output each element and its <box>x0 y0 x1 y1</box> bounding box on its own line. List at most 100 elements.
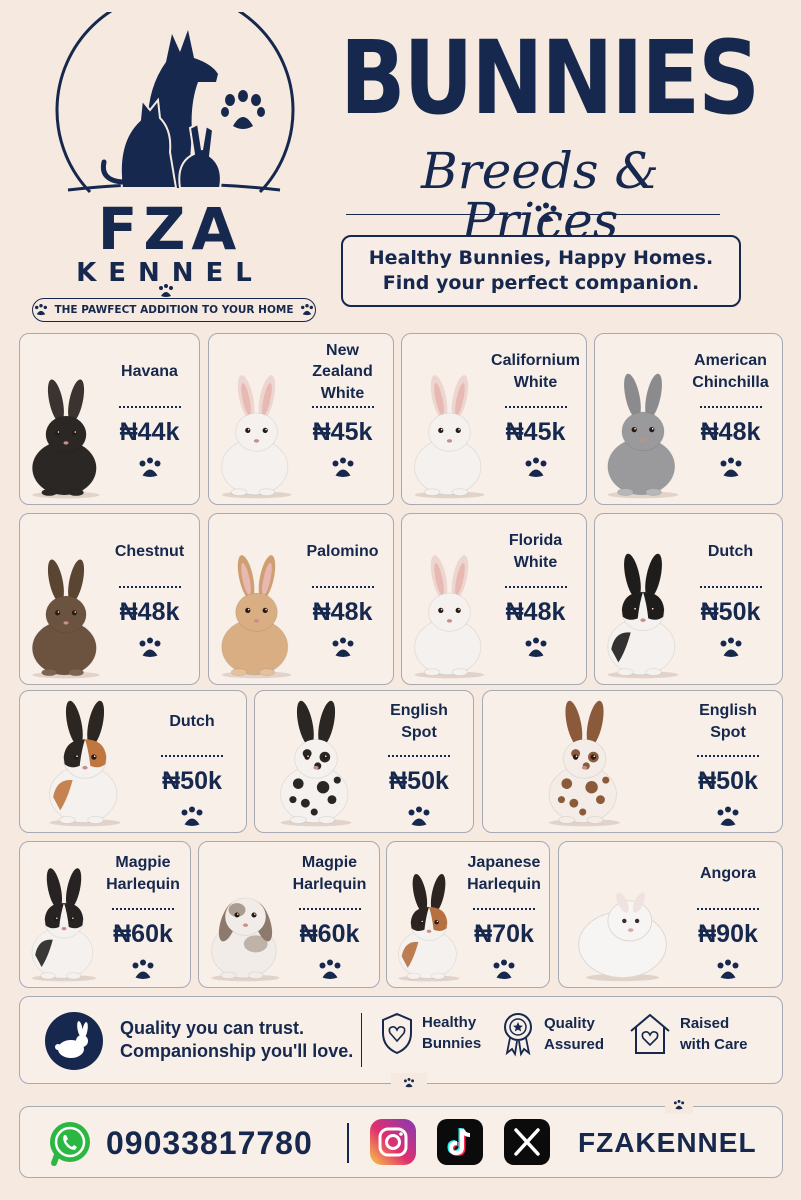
breed-card[interactable]: Havana ₦44k <box>19 333 200 505</box>
paw-icon <box>131 959 155 985</box>
bunny-photo <box>607 373 679 499</box>
paw-icon <box>138 637 162 663</box>
breed-price: ₦48k <box>312 598 373 626</box>
breed-info: Japanese Harlequin ₦70k <box>463 842 545 987</box>
breed-price: ₦45k <box>505 418 566 446</box>
divider <box>346 214 524 215</box>
breed-name: English Spot <box>390 702 448 741</box>
paw-icon <box>331 637 355 663</box>
breed-card[interactable]: Chestnut ₦48k <box>19 513 200 685</box>
bunny-photo <box>607 553 679 679</box>
breed-info: Havana ₦44k <box>104 334 195 504</box>
bunny-photo <box>31 868 96 982</box>
breed-name: English Spot <box>699 702 757 741</box>
slogan-line: Find your perfect companion. <box>382 272 700 294</box>
brand-subname: KENNEL <box>76 258 264 288</box>
dotted-divider <box>118 586 181 588</box>
breed-name: Dutch <box>169 713 215 731</box>
breed-card[interactable]: Magpie Harlequin ₦60k <box>198 841 380 988</box>
breed-card[interactable]: Dutch ₦50k <box>594 513 783 685</box>
breed-name: Californium White <box>491 352 580 391</box>
breed-info: New Zealand White ₦45k <box>296 334 389 504</box>
divider <box>568 214 720 215</box>
paw-icon <box>159 284 173 297</box>
breed-info: Florida White ₦48k <box>489 514 582 684</box>
bunny-photo <box>548 700 620 827</box>
dotted-divider <box>473 908 535 910</box>
breed-info: Palomino ₦48k <box>296 514 389 684</box>
breed-info: Chestnut ₦48k <box>104 514 195 684</box>
breed-card[interactable]: Californium White ₦45k <box>401 333 587 505</box>
breed-name: New Zealand White <box>312 341 373 402</box>
breed-price: ₦60k <box>299 920 360 948</box>
breed-price: ₦60k <box>113 920 173 948</box>
instagram-icon[interactable] <box>369 1118 417 1166</box>
paw-icon <box>492 959 516 985</box>
house-heart-icon <box>630 1013 670 1054</box>
feature-label: Bunnies <box>422 1035 482 1052</box>
quote-line: Companionship you'll love. <box>120 1041 354 1062</box>
breed-card[interactable]: English Spot ₦50k <box>254 690 474 833</box>
dotted-divider <box>311 406 374 408</box>
breed-card[interactable]: Dutch ₦50k <box>19 690 247 833</box>
bunny-photo <box>31 559 100 679</box>
feature-label: Assured <box>544 1036 605 1053</box>
breed-price: ₦48k <box>700 418 761 446</box>
breed-price: ₦50k <box>700 598 761 626</box>
divider <box>347 1123 349 1163</box>
bunny-photo <box>414 555 485 679</box>
breed-info: Californium White ₦45k <box>489 334 582 504</box>
feature-label: Raised <box>680 1015 730 1032</box>
dotted-divider <box>699 586 762 588</box>
breed-card[interactable]: English Spot ₦50k <box>482 690 783 833</box>
paw-icon <box>35 304 48 316</box>
paw-icon <box>716 806 740 832</box>
whatsapp-icon[interactable] <box>46 1119 94 1167</box>
feature-healthy-bunnies: Healthy Bunnies <box>380 1011 481 1055</box>
breed-price: ₦48k <box>505 598 566 626</box>
dotted-divider <box>697 908 759 910</box>
feature-quality-assured: Quality Assured <box>500 1011 604 1057</box>
phone-number[interactable]: 09033817780 <box>106 1125 313 1161</box>
bunny-photo <box>221 555 292 679</box>
breed-name: Dutch <box>707 543 754 561</box>
breed-price: ₦70k <box>474 920 534 948</box>
breed-card[interactable]: American Chinchilla ₦48k <box>594 333 783 505</box>
paw-icon <box>331 457 355 483</box>
breed-info: Dutch ₦50k <box>683 514 778 684</box>
paw-icon <box>318 959 342 985</box>
paw-icon <box>407 806 431 832</box>
breed-card[interactable]: Angora ₦90k <box>558 841 783 988</box>
breed-card[interactable]: Japanese Harlequin ₦70k <box>386 841 550 988</box>
dotted-divider <box>504 406 567 408</box>
bunny-photo <box>49 700 121 827</box>
dotted-divider <box>388 755 450 757</box>
breed-card[interactable]: Palomino ₦48k <box>208 513 394 685</box>
bunny-photo <box>578 892 667 982</box>
breed-name: Angora <box>700 865 756 883</box>
breed-price: ₦50k <box>162 767 222 795</box>
breed-price: ₦45k <box>312 418 373 446</box>
breed-name: Japanese Harlequin <box>467 854 541 893</box>
tiktok-icon[interactable] <box>436 1118 484 1166</box>
paw-icon <box>524 457 548 483</box>
breed-card[interactable]: Florida White ₦48k <box>401 513 587 685</box>
features-bar: Quality you can trust. Companionship you… <box>19 996 783 1084</box>
breed-card[interactable]: New Zealand White ₦45k <box>208 333 394 505</box>
dotted-divider <box>298 908 361 910</box>
slogan-box: Healthy Bunnies, Happy Homes. Find your … <box>341 235 741 307</box>
x-icon[interactable] <box>503 1118 551 1166</box>
paw-icon <box>665 1096 693 1114</box>
breed-info: English Spot ₦50k <box>678 691 778 832</box>
paw-icon <box>138 457 162 483</box>
dotted-divider <box>161 755 223 757</box>
brand-tagline: THE PAWFECT ADDITION TO YOUR HOME <box>32 298 316 322</box>
brand-name: FZA <box>97 195 243 263</box>
dotted-divider <box>699 406 762 408</box>
breed-price: ₦44k <box>119 418 180 446</box>
bunny-badge-icon <box>45 1012 103 1070</box>
paw-icon <box>391 1073 427 1093</box>
social-handle[interactable]: FZAKENNEL <box>578 1127 757 1158</box>
breed-card[interactable]: Magpie Harlequin ₦60k <box>19 841 191 988</box>
dotted-divider <box>504 586 567 588</box>
